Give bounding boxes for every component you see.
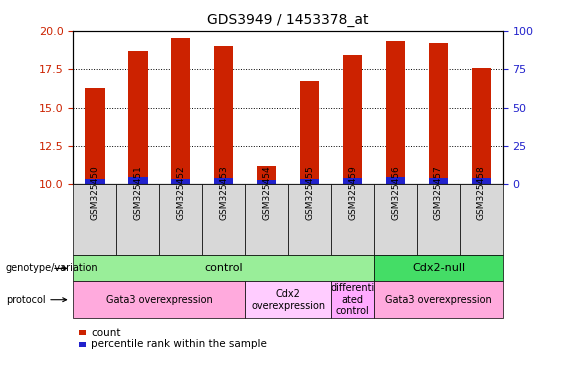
Text: percentile rank within the sample: percentile rank within the sample (91, 339, 267, 349)
Bar (85, 179, 105, 184)
Bar (300, 179, 319, 184)
Text: Cdx2
overexpression: Cdx2 overexpression (251, 289, 325, 311)
Text: GSM325455: GSM325455 (305, 165, 314, 220)
Text: genotype/variation: genotype/variation (6, 263, 98, 273)
Bar (343, 55, 362, 184)
Text: GSM325459: GSM325459 (348, 165, 357, 220)
Text: GSM325453: GSM325453 (219, 165, 228, 220)
Bar (374, 184, 417, 255)
Text: Gata3 overexpression: Gata3 overexpression (385, 295, 492, 305)
Bar (128, 51, 147, 184)
Bar (73, 255, 374, 281)
Bar (374, 281, 503, 318)
Bar (472, 177, 491, 184)
Bar (331, 184, 374, 255)
Bar (245, 281, 331, 318)
Text: control: control (205, 263, 243, 273)
Text: count: count (91, 328, 120, 338)
Bar (429, 43, 448, 184)
Bar (374, 255, 503, 281)
Bar (171, 38, 190, 184)
Text: GSM325450: GSM325450 (90, 165, 99, 220)
Bar (85, 88, 105, 184)
Text: GSM325452: GSM325452 (176, 165, 185, 220)
Bar (79, 330, 86, 335)
Bar (159, 184, 202, 255)
Bar (300, 81, 319, 184)
Text: GSM325454: GSM325454 (262, 165, 271, 220)
Bar (417, 184, 460, 255)
Text: GSM325451: GSM325451 (133, 165, 142, 220)
Bar (386, 41, 405, 184)
Text: protocol: protocol (6, 295, 67, 305)
Bar (128, 177, 147, 184)
Bar (214, 178, 233, 184)
Bar (116, 184, 159, 255)
Text: Cdx2-null: Cdx2-null (412, 263, 465, 273)
Bar (79, 342, 86, 347)
Text: differenti
ated
control: differenti ated control (331, 283, 375, 316)
Bar (472, 68, 491, 184)
Bar (343, 178, 362, 184)
Bar (331, 281, 374, 318)
Bar (257, 180, 276, 184)
Bar (214, 46, 233, 184)
Bar (460, 184, 503, 255)
Text: GSM325458: GSM325458 (477, 165, 486, 220)
Title: GDS3949 / 1453378_at: GDS3949 / 1453378_at (207, 13, 369, 27)
Bar (429, 179, 448, 184)
Text: Gata3 overexpression: Gata3 overexpression (106, 295, 212, 305)
Bar (73, 184, 116, 255)
Bar (386, 177, 405, 184)
Bar (288, 184, 331, 255)
Bar (245, 184, 288, 255)
Bar (171, 179, 190, 184)
Bar (257, 166, 276, 184)
Text: GSM325456: GSM325456 (391, 165, 400, 220)
Text: GSM325457: GSM325457 (434, 165, 443, 220)
Bar (202, 184, 245, 255)
Bar (73, 281, 245, 318)
